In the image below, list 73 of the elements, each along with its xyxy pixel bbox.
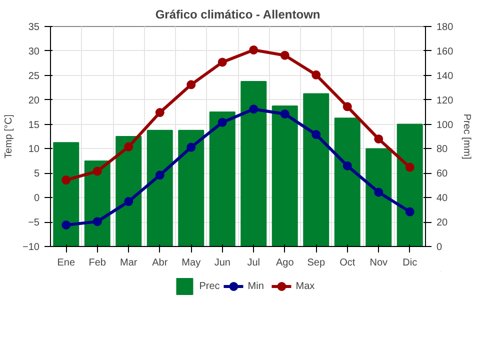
legend-label: Prec xyxy=(199,280,220,292)
point xyxy=(155,108,164,118)
point xyxy=(342,102,352,112)
legend-label: Max xyxy=(296,280,316,292)
chart-title: Gráfico climático - Allentown xyxy=(155,8,320,22)
bar xyxy=(178,130,204,246)
y2-tick-label: 160 xyxy=(436,46,454,58)
point xyxy=(249,45,258,54)
x-tick-label: Oct xyxy=(340,258,356,268)
y-tick-label: 10 xyxy=(28,144,40,156)
bar xyxy=(209,112,236,246)
point xyxy=(218,118,227,127)
x-tick-label: Nov xyxy=(370,258,388,268)
point xyxy=(155,170,164,180)
y2-axis-title: Prec [mm] xyxy=(461,114,472,160)
y2-tick-label: 100 xyxy=(436,120,454,131)
y-tick-label: 35 xyxy=(28,22,40,33)
point xyxy=(124,197,134,206)
point xyxy=(218,58,227,67)
y-tick-label: 0 xyxy=(34,193,40,204)
point xyxy=(186,142,196,152)
x-tick-label: Abr xyxy=(152,258,168,268)
x-tick-label: May xyxy=(182,258,201,268)
point xyxy=(405,162,414,172)
y2-tick-label: 0 xyxy=(436,242,442,253)
bar xyxy=(334,118,360,246)
y2-tick-label: 180 xyxy=(436,22,454,33)
y-tick-label: 5 xyxy=(34,168,40,180)
point xyxy=(374,134,384,144)
point xyxy=(62,220,71,230)
y-axis-title: Temp [°C] xyxy=(4,114,15,159)
x-tick-label: Jul xyxy=(247,258,260,268)
y-tick-label: −5 xyxy=(28,218,40,229)
bar xyxy=(240,81,267,246)
x-tick-label: Dic xyxy=(402,258,418,268)
y2-tick-label: 120 xyxy=(436,95,454,106)
x-tick-label: Mar xyxy=(120,258,138,268)
point xyxy=(280,50,290,60)
bar xyxy=(116,136,142,246)
x-tick-label: Ene xyxy=(57,258,76,268)
y2-tick-label: 20 xyxy=(436,218,448,229)
bar xyxy=(366,148,392,246)
y-tick-label: 20 xyxy=(28,95,40,106)
x-tick-label: Jun xyxy=(214,258,230,268)
point xyxy=(124,142,134,152)
x-tick-label: Sep xyxy=(307,258,326,268)
point xyxy=(374,188,384,197)
bar xyxy=(303,93,330,246)
point xyxy=(342,161,352,170)
bar xyxy=(146,130,173,246)
y2-tick-label: 60 xyxy=(436,168,448,180)
point xyxy=(186,80,196,90)
point xyxy=(312,70,321,80)
point xyxy=(92,217,102,226)
y-tick-label: 15 xyxy=(28,120,40,131)
x-tick-label: Ago xyxy=(276,258,294,268)
y-tick-label: 25 xyxy=(28,70,40,82)
point xyxy=(280,110,290,119)
point xyxy=(62,176,71,185)
x-tick-label: Feb xyxy=(88,258,106,268)
bar xyxy=(53,142,80,246)
y2-tick-label: 140 xyxy=(436,70,454,82)
point xyxy=(312,130,321,140)
legend-label: Min xyxy=(248,280,265,292)
y2-tick-label: 80 xyxy=(436,144,448,156)
point xyxy=(92,166,102,176)
bar xyxy=(272,105,298,246)
bar xyxy=(396,124,423,246)
point xyxy=(249,104,258,114)
point xyxy=(405,207,414,216)
y-tick-label: −10 xyxy=(22,242,40,253)
y2-tick-label: 40 xyxy=(436,193,448,204)
y-tick-label: 30 xyxy=(28,46,40,58)
